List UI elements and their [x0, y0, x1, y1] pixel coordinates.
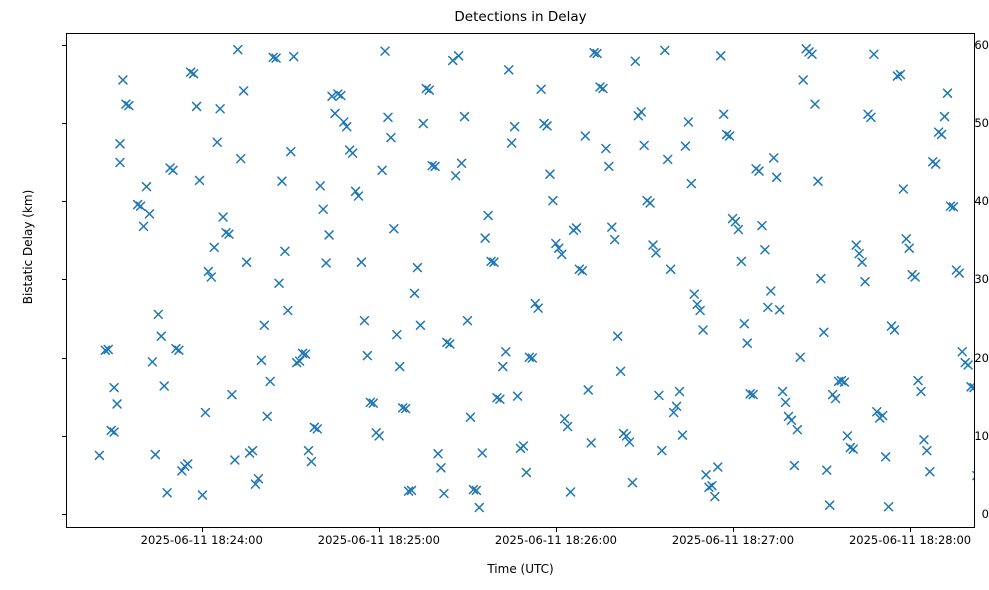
x-tick-mark [201, 528, 203, 532]
page-title: Detections in Delay [454, 9, 587, 25]
y-tick-mark [62, 44, 66, 46]
y-tick-label: 10 [974, 428, 989, 443]
y-tick-mark [62, 279, 66, 281]
y-tick-label: 60 [974, 37, 989, 52]
scatter-points-layer [94, 44, 974, 513]
x-tick-label: 2025-06-11 18:27:00 [671, 533, 795, 547]
y-tick-mark [62, 122, 66, 125]
plot-area [66, 33, 975, 528]
x-tick-mark [910, 528, 912, 532]
x-tick-label: 2025-06-11 18:26:00 [494, 533, 617, 547]
y-tick-label: 40 [974, 194, 989, 209]
y-tick-mark [62, 357, 66, 359]
y-tick-label: 30 [974, 272, 989, 287]
y-tick-mark [62, 435, 66, 437]
x-tick-label: 2025-06-11 18:24:00 [140, 533, 263, 547]
y-tick-label: 20 [974, 350, 989, 365]
y-tick-label: 50 [974, 115, 989, 130]
x-tick-mark [555, 528, 557, 532]
x-axis-label: Time (UTC) [487, 562, 554, 576]
y-tick-mark [62, 513, 66, 516]
x-tick-label: 2025-06-11 18:25:00 [317, 533, 440, 547]
x-tick-label: 2025-06-11 18:28:00 [848, 533, 972, 547]
y-axis-label: Bistatic Delay (km) [21, 189, 35, 305]
x-tick-mark [378, 528, 380, 532]
x-tick-mark [732, 528, 735, 532]
y-tick-mark [62, 201, 66, 203]
y-tick-label: 0 [981, 506, 989, 521]
